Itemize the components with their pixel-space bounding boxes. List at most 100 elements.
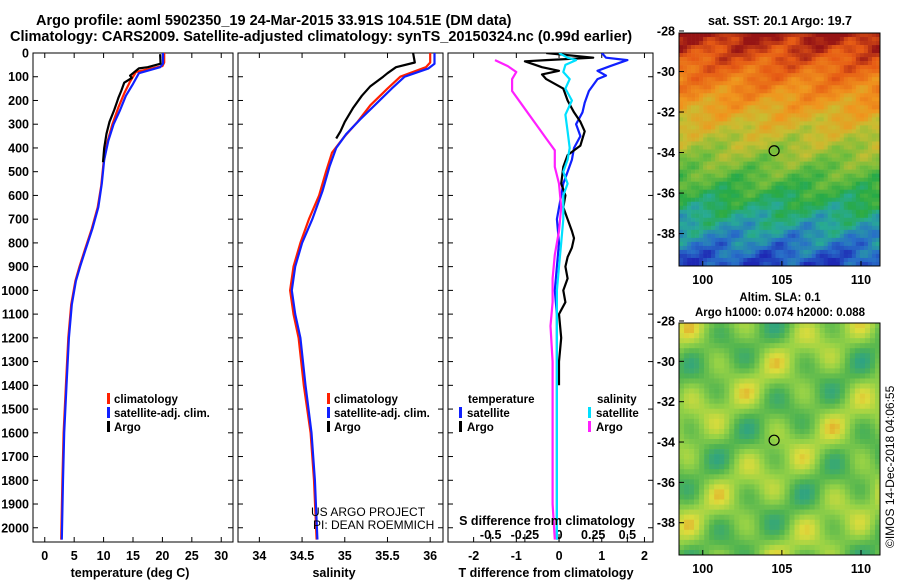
sla-cell [859, 519, 866, 526]
sst-cell [679, 245, 684, 251]
sla-cell [794, 348, 800, 354]
sst-cell [819, 105, 825, 110]
sst-cell [767, 161, 772, 166]
sst-cell [691, 217, 696, 223]
sla-cell [704, 433, 710, 440]
sst-cell [855, 33, 861, 38]
sla-cell [744, 393, 750, 399]
sst-cell [779, 85, 784, 90]
sst-cell [779, 205, 784, 211]
sla-cell [809, 428, 815, 435]
sst-cell [851, 161, 857, 166]
sla-cell [719, 383, 725, 389]
sst-cell [875, 37, 881, 42]
sst-cell [827, 165, 833, 170]
depth-tick-label: 1900 [1, 498, 29, 512]
sst-cell [827, 253, 833, 259]
sst-cell [875, 201, 881, 207]
sst-cell [795, 129, 800, 134]
sla-cell [874, 413, 881, 420]
sst-cell [707, 125, 712, 130]
sla-cell [739, 358, 745, 364]
sla-cell [814, 489, 820, 495]
sst-cell [867, 69, 873, 74]
sst-cell [811, 173, 816, 178]
sst-cell [783, 225, 788, 231]
sst-cell [863, 253, 869, 259]
sst-cell [767, 197, 772, 203]
sst-cell [831, 153, 837, 158]
sst-cell [839, 53, 845, 58]
sst-cell [819, 117, 825, 122]
sst-cell [727, 233, 732, 239]
sla-cell [869, 403, 876, 410]
sla-cell [804, 393, 810, 399]
sst-cell [747, 113, 752, 118]
sst-cell [735, 165, 740, 170]
sla-cell [819, 323, 826, 329]
sst-cell [835, 201, 841, 207]
sst-cell [747, 173, 752, 178]
sla-cell [739, 363, 745, 369]
sst-cell [843, 241, 849, 247]
sla-cell [819, 398, 826, 404]
sst-cell [771, 225, 776, 231]
sla-cell [774, 423, 780, 430]
depth-tick-label: 100 [8, 70, 29, 84]
sla-cell [809, 373, 815, 379]
sst-cell [731, 213, 736, 219]
sst-cell [711, 41, 716, 46]
sst-cell [799, 121, 804, 126]
sst-cell [683, 161, 688, 166]
sla-cell [719, 539, 725, 546]
sst-cell [739, 105, 744, 110]
sla-cell [764, 444, 770, 450]
sla-cell [749, 423, 755, 430]
sst-cell [687, 85, 692, 90]
sla-cell [759, 363, 765, 369]
sst-cell [767, 133, 772, 138]
sla-cell [769, 433, 775, 440]
sst-cell [847, 177, 853, 182]
sla-cell [729, 479, 735, 485]
sst-cell [743, 217, 748, 223]
sla-cell [729, 368, 735, 374]
sla-cell [824, 449, 831, 455]
sst-cell [859, 53, 865, 58]
sst-cell [707, 65, 712, 70]
sst-cell [735, 105, 740, 110]
sst-cell [863, 157, 869, 162]
sst-cell [679, 233, 684, 239]
sst-cell [795, 177, 800, 182]
sla-cell [704, 459, 710, 465]
sst-cell [731, 177, 736, 182]
sst-cell [807, 177, 812, 182]
sla-cell [709, 499, 715, 505]
sst-cell [719, 213, 724, 219]
sst-cell [807, 221, 812, 227]
sst-cell [707, 141, 712, 146]
sla-cell [719, 484, 725, 490]
sla-cell [859, 529, 866, 536]
sst-cell [755, 213, 760, 219]
sst-cell [863, 109, 869, 114]
sla-cell [694, 383, 700, 389]
sst-cell [807, 81, 812, 86]
sla-cell [789, 423, 795, 430]
sst-cell [779, 41, 784, 46]
sst-cell [699, 233, 704, 239]
sst-cell [795, 225, 800, 231]
sst-cell [735, 37, 740, 42]
sla-cell [689, 403, 695, 410]
sst-cell [747, 41, 752, 46]
sla-cell [829, 328, 836, 334]
sst-cell [859, 233, 865, 239]
sla-cell [864, 378, 871, 384]
sst-cell [815, 109, 820, 114]
sla-cell [689, 529, 695, 536]
sla-cell [719, 534, 725, 541]
sst-cell [699, 61, 704, 66]
sst-cell [783, 241, 788, 247]
sla-cell [849, 444, 856, 450]
sst-cell [859, 241, 865, 247]
